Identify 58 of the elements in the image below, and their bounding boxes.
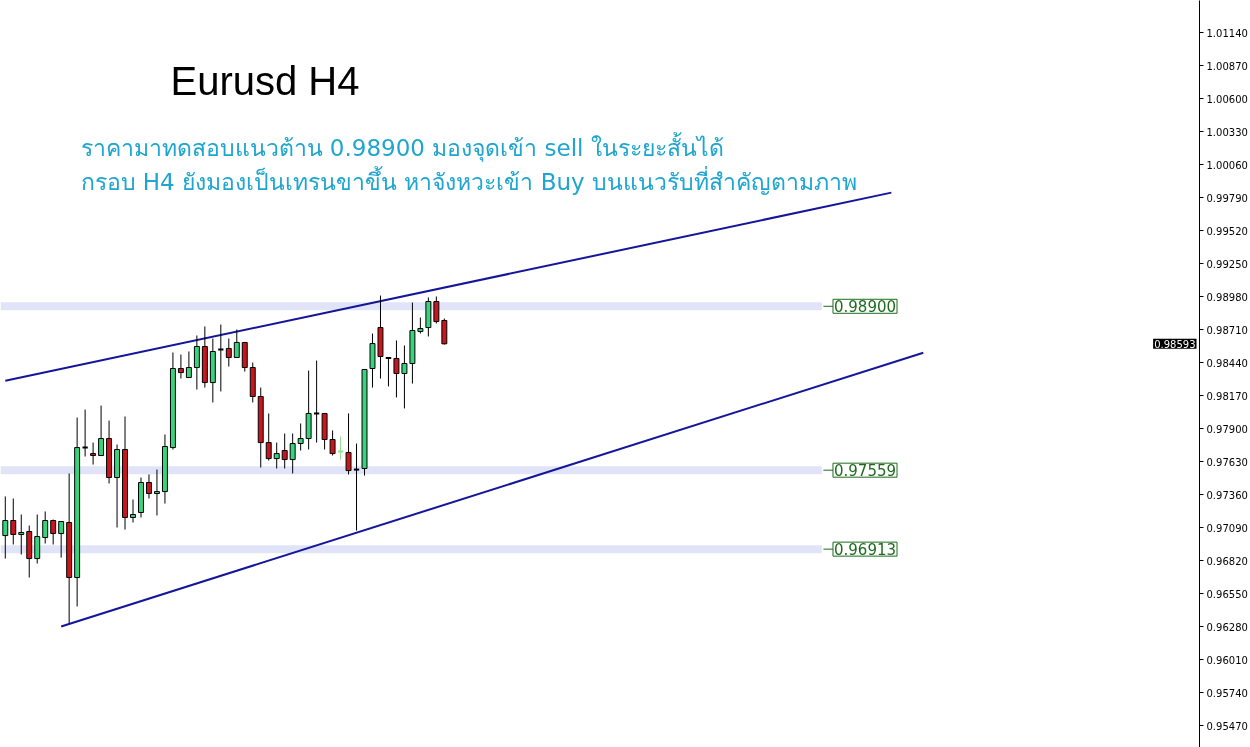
candlestick	[273, 442, 280, 469]
y-tick-label: 0.96010	[1206, 654, 1248, 666]
candlestick	[336, 436, 345, 461]
candlestick	[265, 412, 272, 462]
annotation: 0.98593	[1154, 338, 1196, 350]
candlestick	[345, 412, 352, 475]
y-tick-label: 1.00870	[1206, 60, 1248, 72]
candlestick	[281, 433, 288, 469]
y-tick-label: 1.00600	[1206, 93, 1248, 105]
y-tick-label: 0.95740	[1206, 687, 1248, 699]
candlestick	[185, 351, 192, 379]
candlestick	[18, 514, 25, 556]
y-tick-label: 0.98170	[1206, 390, 1248, 402]
candlestick	[225, 338, 232, 368]
candlestick	[130, 499, 136, 523]
candlestick	[146, 473, 152, 500]
y-tick-label: 0.99250	[1206, 258, 1248, 270]
ref-line-label: 0.97559	[833, 462, 897, 481]
candlestick	[312, 360, 321, 444]
y-tick-label: 0.98710	[1206, 324, 1248, 336]
y-tick-label: 0.97630	[1206, 456, 1248, 468]
candlestick	[233, 329, 240, 358]
text: ราคามาทดสอบแนวต้าน 0.98900 มองจุดเข้า sell ในระยะสั้นได้ กรอบ H4 ยังมองเป็นเทรนขาขึ้น หาจังหวะเข้า Buy บนแนวรับที่สำคัญตามภาพ	[80, 131, 857, 195]
y-tick-label: 0.99790	[1206, 192, 1248, 204]
candlestick	[193, 335, 200, 391]
y-tick-label: 0.99520	[1206, 225, 1248, 237]
y-tick-label: 0.96820	[1206, 555, 1248, 567]
y-tick-label: 0.98440	[1206, 357, 1248, 369]
candlestick	[289, 433, 296, 474]
y-tick-label: 1.00060	[1206, 159, 1248, 171]
candlestick	[217, 324, 225, 392]
candlestick	[2, 495, 9, 560]
candlestick	[98, 405, 105, 457]
candlestick	[153, 469, 160, 517]
y-tick-label: 0.96280	[1206, 621, 1248, 633]
candlestick	[34, 514, 41, 565]
y-tick-label: 0.97090	[1206, 522, 1248, 534]
candlestick	[90, 442, 97, 466]
candlestick	[50, 519, 57, 545]
y-tick-label: 0.96550	[1206, 588, 1248, 600]
candlestick	[297, 423, 304, 452]
text: Eurusd H4	[170, 58, 360, 103]
ref-line-label: 0.98900	[833, 298, 897, 317]
candlestick	[177, 354, 184, 380]
candlestick	[441, 318, 448, 346]
y-tick-label: 1.00330	[1206, 126, 1248, 138]
y-tick-label: 0.97900	[1206, 423, 1248, 435]
candlestick	[81, 409, 89, 457]
candlestick	[58, 521, 65, 559]
candlestick	[10, 498, 17, 545]
candlestick	[433, 296, 440, 325]
ref-line-label: 0.96913	[833, 541, 897, 560]
y-tick-label: 0.98980	[1206, 291, 1248, 303]
candlestick	[42, 511, 49, 545]
y-tick-label: 0.95470	[1206, 720, 1248, 732]
candlestick	[352, 443, 361, 532]
y-tick-label: 0.97360	[1206, 489, 1248, 501]
y-tick-label: 1.01140	[1206, 27, 1248, 39]
